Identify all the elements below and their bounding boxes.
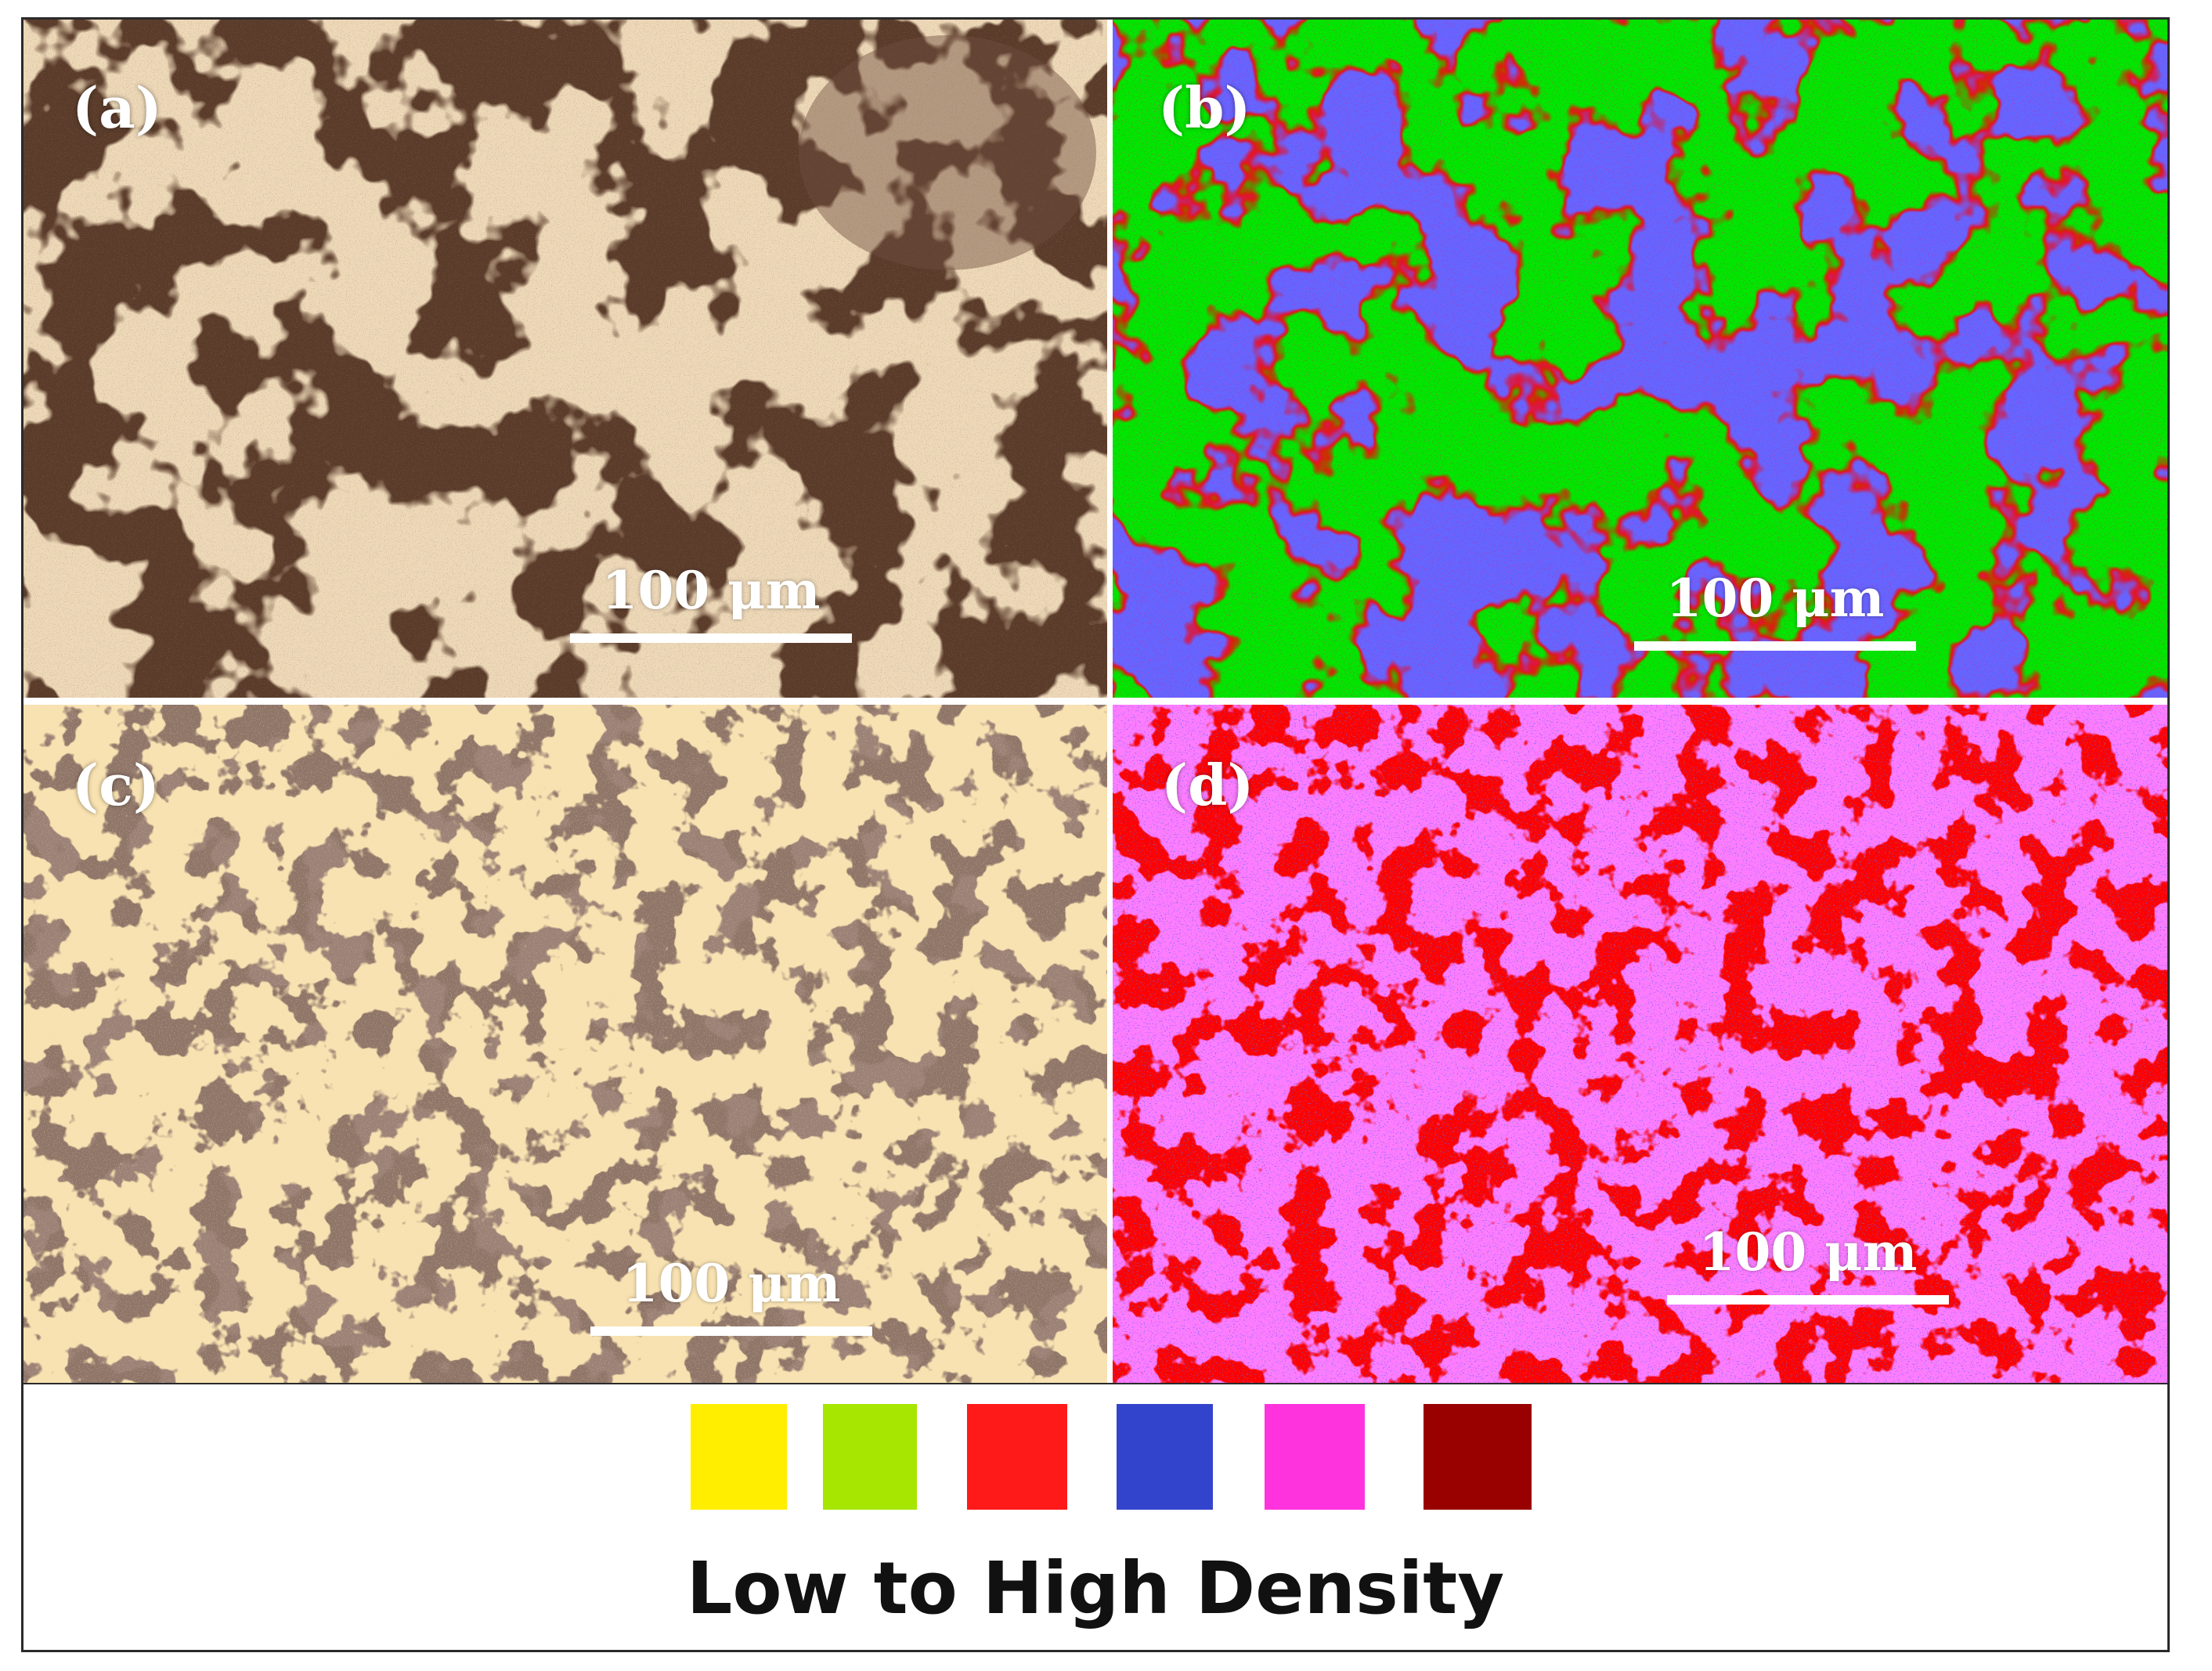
legend-swatch-blue — [1117, 1404, 1213, 1510]
legend-title: Low to High Density — [686, 1546, 1505, 1630]
panel-d-texture — [1113, 705, 2167, 1383]
panel-b-density-map: (b) 100 μm — [1113, 20, 2167, 698]
panel-c-scale-bar — [590, 1326, 872, 1336]
panel-d-scale-text: 100 μm — [1698, 1222, 1918, 1283]
figure-frame: (a) 100 μm — [21, 17, 2170, 1652]
panel-a-micrograph: (a) 100 μm — [23, 20, 1107, 698]
panel-c-texture — [23, 705, 1107, 1383]
legend-swatch-magenta — [1265, 1404, 1365, 1510]
legend-swatch-yellow — [691, 1404, 787, 1510]
legend-swatch-red — [967, 1404, 1067, 1510]
legend-separator — [23, 1383, 2167, 1384]
panel-c-label: (c) — [72, 752, 160, 818]
panel-d-label: (d) — [1161, 752, 1254, 818]
panel-a-scale-text: 100 μm — [601, 560, 821, 621]
panel-divider-horizontal — [23, 698, 2167, 705]
legend-swatch-green — [823, 1404, 917, 1510]
panel-c-micrograph: (c) 100 μm — [23, 705, 1107, 1383]
panel-a-label: (a) — [72, 74, 162, 141]
panel-d-density-map: (d) 100 μm — [1113, 705, 2167, 1383]
panel-a-scale-bar — [570, 633, 852, 643]
panel-b-texture — [1113, 20, 2167, 698]
panel-b-label: (b) — [1158, 74, 1251, 141]
panel-b-scale-text: 100 μm — [1665, 568, 1885, 629]
panel-a-texture — [23, 20, 1107, 698]
legend-swatch-darkred — [1424, 1404, 1532, 1510]
panel-c-scale-text: 100 μm — [622, 1253, 841, 1314]
panel-b-scale-bar — [1634, 641, 1916, 651]
panel-d-scale-bar — [1667, 1295, 1949, 1305]
